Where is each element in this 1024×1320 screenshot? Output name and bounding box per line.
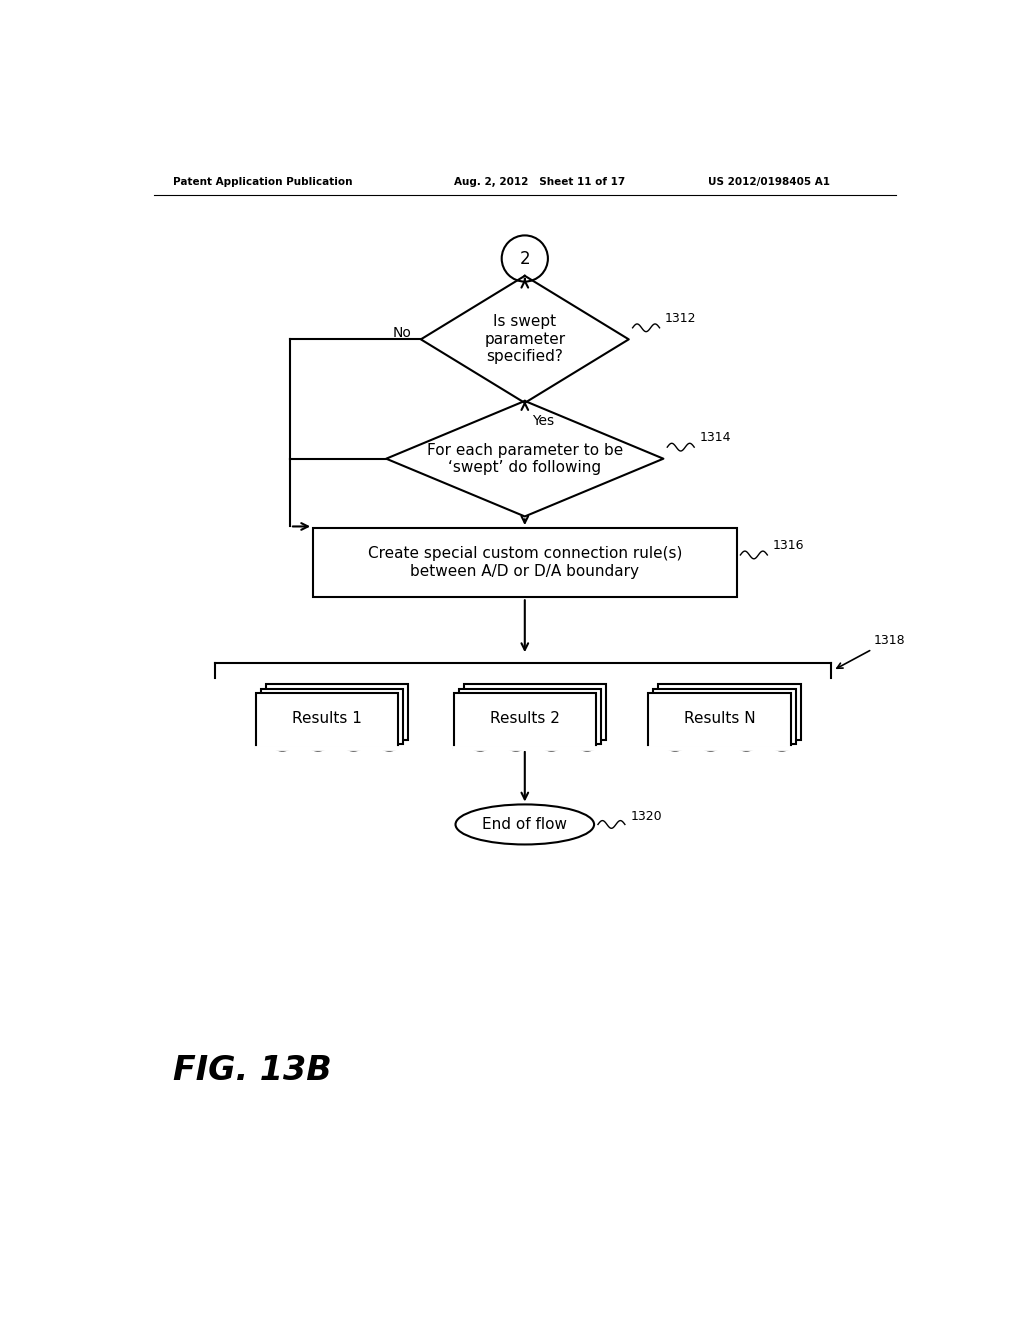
- Bar: [648, 693, 791, 748]
- Text: Patent Application Publication: Patent Application Publication: [173, 177, 352, 186]
- Text: FIG. 13B: FIG. 13B: [173, 1055, 332, 1088]
- Text: End of flow: End of flow: [482, 817, 567, 832]
- Ellipse shape: [502, 235, 548, 281]
- Bar: [256, 693, 398, 748]
- Text: Results 2: Results 2: [489, 711, 560, 726]
- Text: Yes: Yes: [532, 414, 555, 429]
- Text: US 2012/0198405 A1: US 2012/0198405 A1: [708, 177, 830, 186]
- Text: Create special custom connection rule(s)
between A/D or D/A boundary: Create special custom connection rule(s)…: [368, 546, 682, 579]
- Bar: [464, 684, 606, 739]
- Text: 1314: 1314: [699, 432, 731, 445]
- Bar: [454, 693, 596, 748]
- Text: 2: 2: [519, 249, 530, 268]
- Text: No: No: [393, 326, 412, 341]
- Text: Results 1: Results 1: [292, 711, 361, 726]
- Text: For each parameter to be
‘swept’ do following: For each parameter to be ‘swept’ do foll…: [427, 442, 623, 475]
- Bar: [265, 684, 409, 739]
- Bar: [261, 689, 403, 744]
- Bar: [313, 528, 736, 598]
- Text: 1320: 1320: [631, 810, 662, 824]
- Bar: [653, 689, 796, 744]
- Text: 1316: 1316: [773, 539, 804, 552]
- Text: 1312: 1312: [665, 312, 696, 325]
- Bar: [459, 689, 601, 744]
- Text: Results N: Results N: [684, 711, 756, 726]
- Text: Is swept
parameter
specified?: Is swept parameter specified?: [484, 314, 565, 364]
- Ellipse shape: [456, 804, 594, 845]
- Text: 1318: 1318: [837, 634, 905, 668]
- Bar: [658, 684, 801, 739]
- Text: Aug. 2, 2012   Sheet 11 of 17: Aug. 2, 2012 Sheet 11 of 17: [454, 177, 626, 186]
